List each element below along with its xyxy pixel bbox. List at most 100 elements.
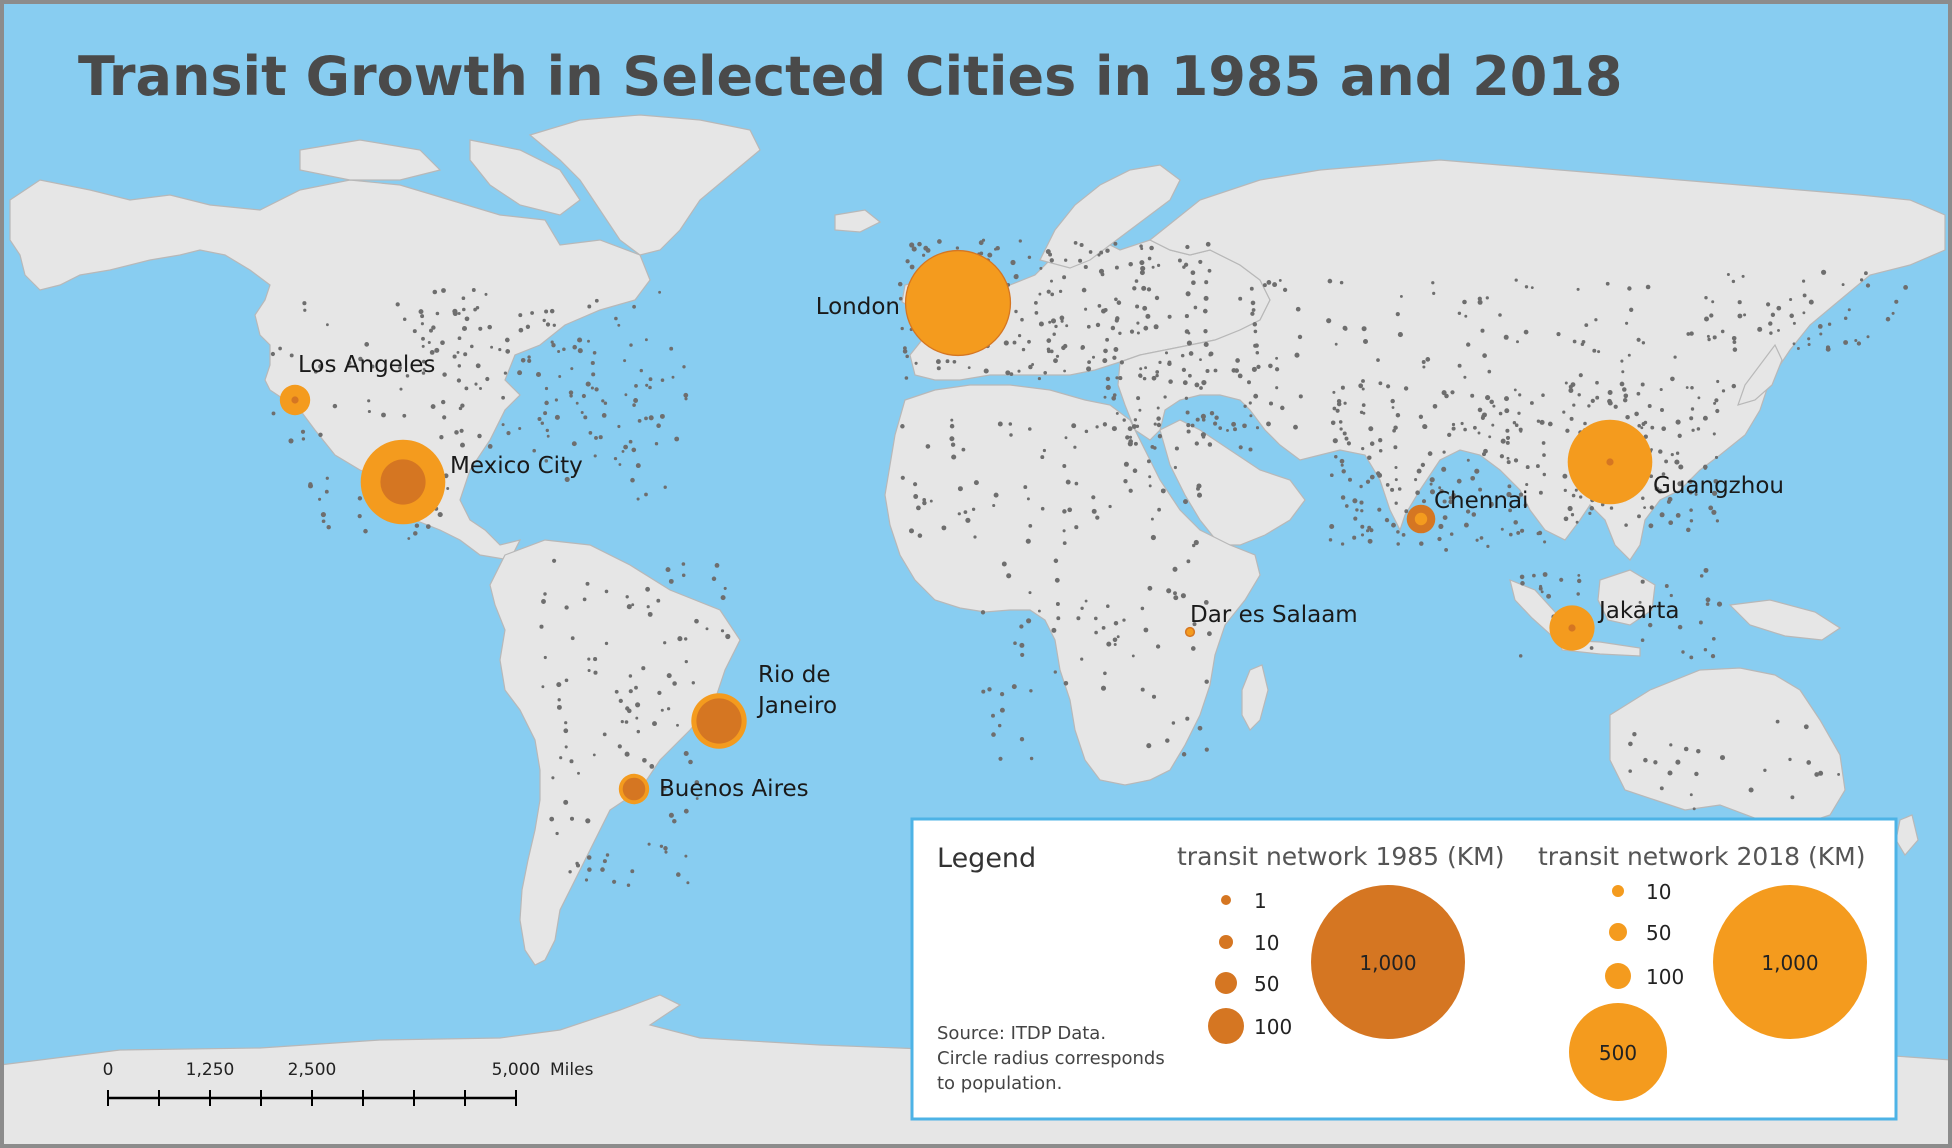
- legend-1985-symbol-50: [1215, 972, 1237, 994]
- settlement-dot: [1447, 432, 1452, 438]
- settlement-dot: [1029, 756, 1034, 761]
- settlement-dot: [1156, 406, 1160, 410]
- settlement-dot: [542, 318, 546, 323]
- settlement-dot: [631, 603, 635, 607]
- settlement-dot: [1168, 379, 1173, 384]
- settlement-dot: [1542, 472, 1547, 477]
- settlement-dot: [1203, 342, 1209, 347]
- settlement-dot: [594, 435, 598, 440]
- buenos-aires-1985-bubble: [622, 777, 646, 801]
- settlement-dot: [1112, 355, 1117, 360]
- settlement-dot: [987, 687, 992, 692]
- settlement-dot: [1039, 266, 1043, 270]
- settlement-dot: [1043, 371, 1047, 375]
- settlement-dot: [1190, 423, 1195, 428]
- settlement-dot: [569, 816, 575, 821]
- settlement-dot: [518, 327, 524, 333]
- settlement-dot: [1201, 418, 1206, 422]
- settlement-dot: [1116, 300, 1122, 305]
- settlement-dot: [1329, 523, 1335, 530]
- settlement-dot: [544, 400, 549, 406]
- settlement-dot: [537, 416, 542, 422]
- settlement-dot: [1634, 411, 1639, 417]
- settlement-dot: [1118, 376, 1123, 381]
- arabian-peninsula-shape: [1159, 419, 1306, 546]
- settlement-dot: [1483, 448, 1488, 454]
- settlement-dot: [461, 325, 468, 332]
- settlement-dot: [1352, 535, 1357, 540]
- settlement-dot: [1636, 337, 1641, 342]
- settlement-dot: [1623, 393, 1629, 399]
- settlement-dot: [1113, 620, 1119, 626]
- settlement-dot: [1577, 578, 1582, 584]
- settlement-dot: [1025, 538, 1031, 544]
- settlement-dot: [1741, 274, 1745, 278]
- settlement-dot: [405, 374, 410, 378]
- settlement-dot: [1569, 416, 1574, 421]
- settlement-dot: [395, 302, 400, 307]
- settlement-dot: [1703, 647, 1708, 652]
- mexico-city-1985-bubble: [380, 459, 426, 505]
- settlement-dot: [612, 879, 617, 884]
- settlement-dot: [1525, 465, 1530, 470]
- settlement-dot: [1133, 441, 1138, 446]
- settlement-dot: [1711, 300, 1715, 304]
- settlement-dot: [1714, 398, 1719, 403]
- settlement-dot: [475, 363, 481, 369]
- settlement-dot: [1013, 274, 1019, 280]
- legend-2018-symbol-50: [1609, 923, 1627, 941]
- settlement-dot: [1524, 285, 1529, 289]
- settlement-dot: [1165, 738, 1170, 743]
- settlement-dot: [570, 636, 575, 641]
- settlement-dot: [1027, 339, 1031, 344]
- settlement-dot: [665, 567, 671, 573]
- settlement-dot: [714, 563, 720, 568]
- settlement-dot: [1463, 375, 1467, 379]
- settlement-dot: [1670, 376, 1675, 382]
- settlement-dot: [278, 346, 282, 351]
- settlement-dot: [623, 444, 628, 450]
- settlement-dot: [1028, 427, 1032, 431]
- settlement-dot: [925, 444, 931, 449]
- settlement-dot: [1194, 382, 1200, 388]
- settlement-dot: [398, 365, 402, 370]
- settlement-dot: [1003, 340, 1009, 346]
- settlement-dot: [1697, 396, 1701, 400]
- settlement-dot: [1053, 670, 1057, 674]
- settlement-dot: [456, 350, 460, 354]
- settlement-dot: [1346, 441, 1351, 446]
- settlement-dot: [1190, 270, 1196, 276]
- settlement-dot: [1675, 419, 1681, 425]
- settlement-dot: [1108, 504, 1112, 509]
- settlement-dot: [1017, 333, 1022, 338]
- settlement-dot: [1856, 341, 1862, 346]
- settlement-dot: [614, 316, 618, 321]
- settlement-dot: [1231, 368, 1237, 373]
- settlement-dot: [584, 878, 589, 882]
- settlement-dot: [1136, 331, 1140, 335]
- settlement-dot: [571, 441, 577, 447]
- settlement-dot: [1094, 630, 1098, 635]
- settlement-dot: [900, 326, 904, 331]
- settlement-dot: [1473, 425, 1477, 430]
- legend-1985-symbol-1000: [1311, 885, 1465, 1039]
- settlement-dot: [1589, 646, 1594, 650]
- settlement-dot: [1050, 292, 1055, 297]
- settlement-dot: [1451, 426, 1456, 431]
- settlement-dot: [631, 447, 637, 453]
- settlement-dot: [1788, 757, 1792, 762]
- settlement-dot: [647, 842, 651, 846]
- settlement-dot: [563, 799, 569, 805]
- settlement-dot: [1429, 477, 1435, 483]
- settlement-dot: [1191, 280, 1196, 286]
- settlement-dot: [1138, 408, 1142, 412]
- settlement-dot: [1251, 366, 1257, 372]
- settlement-dot: [487, 324, 492, 330]
- settlement-dot: [590, 360, 595, 366]
- settlement-dot: [530, 311, 534, 315]
- settlement-dot: [1194, 441, 1199, 446]
- settlement-dot: [1625, 414, 1630, 420]
- legend-source-line-2: Circle radius corresponds: [937, 1048, 1165, 1069]
- settlement-dot: [457, 364, 462, 368]
- settlement-dot: [1204, 679, 1209, 684]
